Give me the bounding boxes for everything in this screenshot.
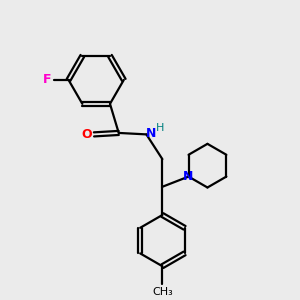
- Text: F: F: [43, 74, 52, 86]
- Text: O: O: [81, 128, 92, 141]
- Text: N: N: [183, 169, 193, 182]
- Text: CH₃: CH₃: [152, 287, 173, 297]
- Text: H: H: [156, 123, 164, 133]
- Text: N: N: [146, 127, 156, 140]
